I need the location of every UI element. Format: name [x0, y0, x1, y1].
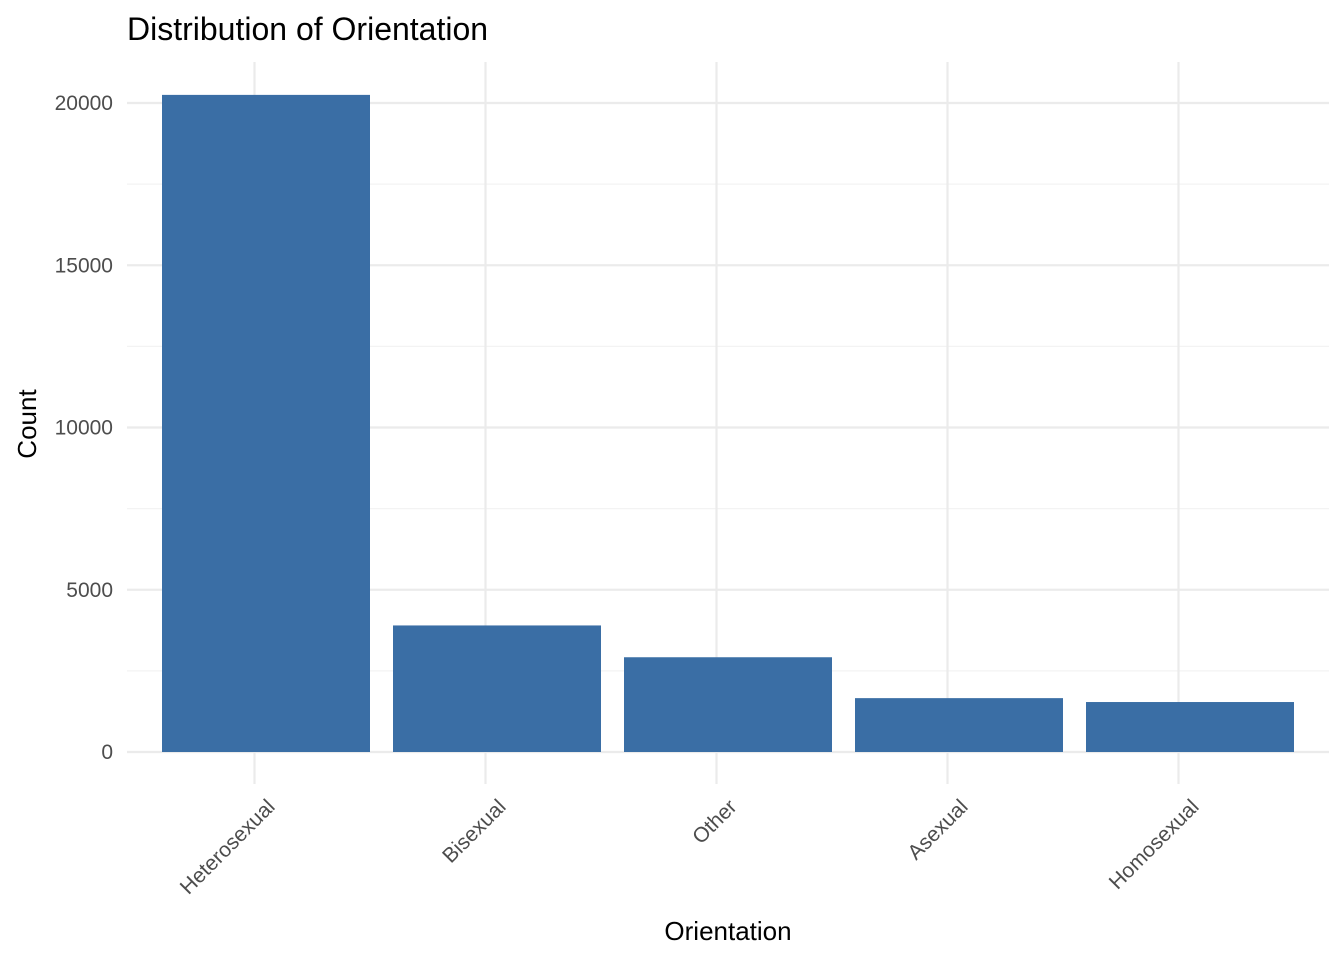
bar-heterosexual — [162, 94, 370, 752]
x-axis-tick-labels: Heterosexual Bisexual Other Asexual Homosexu… — [176, 795, 1204, 899]
y-tick-label: 0 — [101, 741, 113, 764]
y-tick-label: 20000 — [55, 92, 113, 115]
y-tick-label: 5000 — [66, 579, 113, 602]
x-axis-title: Orientation — [664, 916, 791, 946]
bar-homosexual — [1086, 702, 1294, 752]
bar-asexual — [855, 698, 1063, 752]
bar-other — [624, 657, 832, 752]
x-tick-label-bisexual: Bisexual — [438, 795, 510, 867]
x-tick-label-other: Other — [688, 795, 741, 848]
x-tick-label-heterosexual: Heterosexual — [176, 795, 280, 899]
bar-bisexual — [393, 625, 601, 752]
chart-title: Distribution of Orientation — [127, 11, 488, 47]
x-tick-label-asexual: Asexual — [903, 795, 972, 864]
y-axis-tick-labels: 0 5000 10000 15000 20000 — [55, 92, 113, 764]
y-tick-label: 10000 — [55, 417, 113, 440]
bars — [162, 94, 1294, 752]
y-tick-label: 15000 — [55, 254, 113, 277]
x-tick-label-homosexual: Homosexual — [1105, 795, 1204, 894]
y-axis-title: Count — [12, 389, 42, 459]
